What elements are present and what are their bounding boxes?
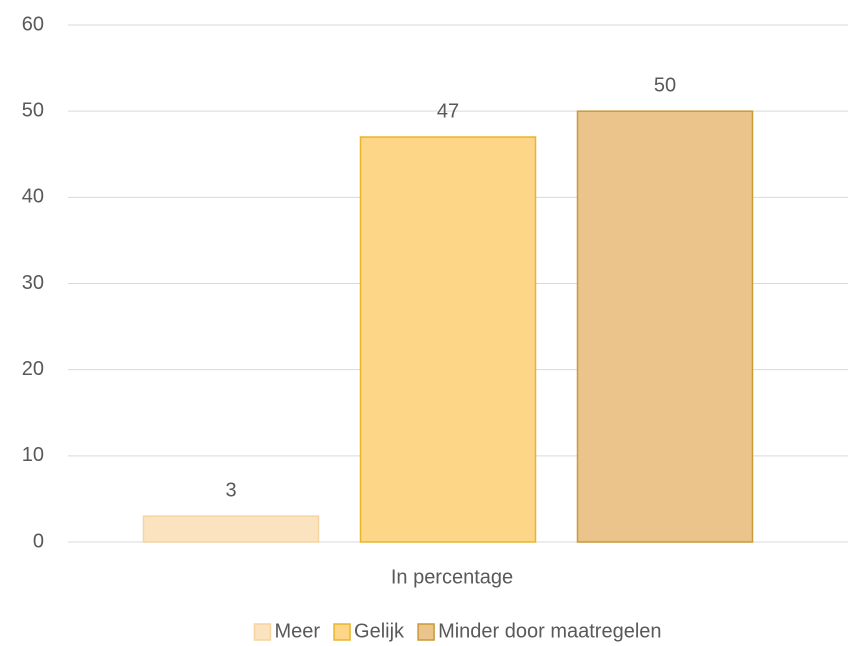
legend-label: Gelijk	[354, 620, 405, 642]
bar	[576, 110, 754, 543]
y-tick-label: 20	[22, 358, 44, 380]
legend-label: Minder door maatregelen	[438, 620, 661, 642]
y-tick-label: 10	[22, 444, 44, 466]
y-tick-label: 60	[22, 13, 44, 35]
y-tick-label: 50	[22, 99, 44, 121]
y-tick-label: 0	[33, 530, 44, 552]
y-tick-label: 40	[22, 186, 44, 208]
legend-swatch	[417, 623, 435, 641]
data-label: 3	[225, 479, 236, 501]
data-label: 50	[654, 74, 676, 96]
legend-label: Meer	[274, 620, 320, 642]
x-tick-label: In percentage	[391, 566, 513, 588]
data-label: 47	[437, 100, 459, 122]
y-tick-label: 30	[22, 272, 44, 294]
bar	[359, 136, 537, 543]
legend-swatch	[333, 623, 351, 641]
bar	[142, 515, 320, 543]
legend-swatch	[253, 623, 272, 641]
